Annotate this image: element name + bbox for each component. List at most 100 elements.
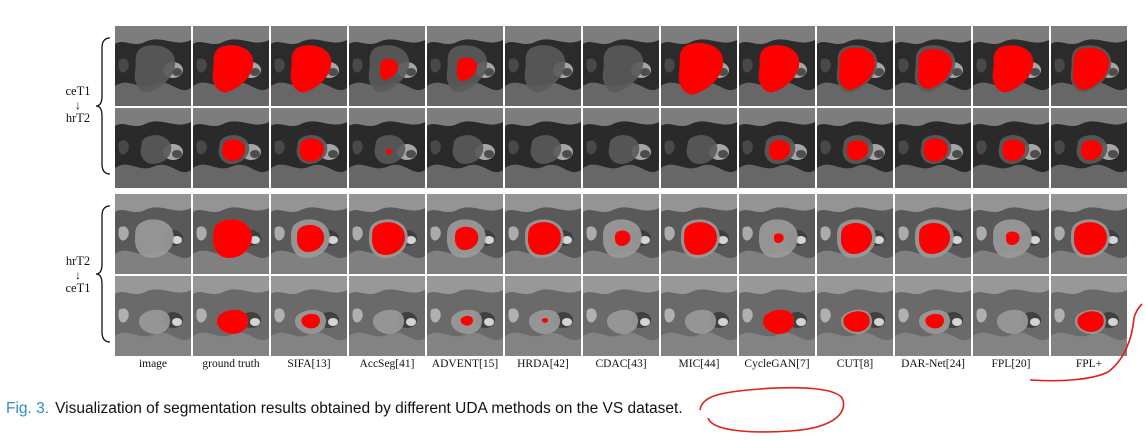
segmentation-mask [456,57,478,82]
result-image [583,194,659,274]
mri-slice [271,26,347,106]
mri-slice [739,194,815,274]
mri-slice [505,276,581,356]
result-image [349,26,425,106]
segmentation-mask [379,58,399,81]
mri-slice [349,108,425,188]
column-label: ground truth [202,358,260,370]
mri-slice [973,276,1049,356]
result-image [739,276,815,356]
segmentation-mask [678,42,724,95]
mri-slice [115,108,191,188]
result-image [271,194,347,274]
down-arrow-icon: ↓ [75,268,81,282]
result-image [271,26,347,106]
result-image [193,108,269,188]
segmentation-mask [774,233,784,243]
segmentation-mask [838,47,876,91]
result-image [895,194,971,274]
group-source: hrT2 [65,254,91,268]
group-label-hrT2-ceT1: hrT2 ↓ ceT1 [48,254,108,296]
segmentation-mask [768,140,791,161]
segmentation-mask [386,148,393,155]
result-image [427,26,503,106]
column-label: CDAC[43] [595,358,647,370]
column-label: SIFA[13] [287,358,331,370]
mri-slice [973,26,1049,106]
mri-slice [583,108,659,188]
result-image [739,194,815,274]
mri-slice [427,194,503,274]
result-image [505,108,581,188]
mri-slice [1051,194,1127,274]
column-label: CycleGAN[7] [744,358,810,370]
result-image [973,26,1049,106]
segmentation-mask [763,309,795,334]
segmentation-mask [917,49,953,89]
segmentation-mask [1074,222,1107,255]
row-hrT2-to-ceT1-a [115,194,1129,274]
mri-slice [817,276,893,356]
segmentation-mask [222,139,246,161]
mri-slice [427,108,503,188]
result-image [271,276,347,356]
segmentation-mask [992,45,1034,93]
result-image [1051,26,1127,106]
mri-slice [817,194,893,274]
column-label: FPL[20] [991,358,1031,370]
column-label: MIC[44] [678,358,720,370]
group-target: hrT2 [65,111,91,125]
result-image [817,276,893,356]
down-arrow-icon: ↓ [75,98,81,112]
result-image [505,194,581,274]
mri-slice [349,276,425,356]
result-image [349,108,425,188]
group-target: ceT1 [65,281,91,295]
result-image [1051,108,1127,188]
mri-slice [1051,108,1127,188]
result-image [505,26,581,106]
figure-caption: Fig. 3. Visualization of segmentation res… [6,400,683,418]
mri-slice [895,194,971,274]
result-image [115,276,191,356]
result-image [895,26,971,106]
result-image [739,108,815,188]
result-image [193,194,269,274]
figure-label: Fig. 3. [6,400,50,417]
result-image [427,276,503,356]
mri-slice [193,26,269,106]
result-image [583,26,659,106]
mri-slice [505,194,581,274]
segmentation-mask [925,313,945,329]
segmentation-mask [455,226,479,250]
segmentation-mask [213,219,252,258]
row-hrT2-to-ceT1-b [115,276,1129,356]
column-label: AccSeg[41] [359,358,415,370]
mri-slice [193,108,269,188]
mri-slice [505,108,581,188]
mri-slice [427,26,503,106]
result-image [973,276,1049,356]
mri-slice [661,194,737,274]
column-label: image [138,358,168,370]
mri-slice [583,26,659,106]
result-image [895,108,971,188]
result-image [583,276,659,356]
mri-slice [973,108,1049,188]
segmentation-mask [1002,139,1026,161]
mri-slice [349,194,425,274]
caption-text: Visualization of segmentation results ob… [55,400,683,417]
mri-slice [817,26,893,106]
segmentation-mask [541,317,549,323]
segmentation-mask [301,313,321,329]
mri-slice [193,276,269,356]
mri-slice [739,276,815,356]
result-image [661,276,737,356]
column-label: ADVENT[15] [431,358,499,370]
mri-slice [739,26,815,106]
segmentation-mask [528,222,561,255]
segmentation-mask [290,45,332,93]
segmentation-mask [919,223,951,254]
segmentation-mask [1072,47,1110,91]
segmentation-mask [923,138,949,162]
